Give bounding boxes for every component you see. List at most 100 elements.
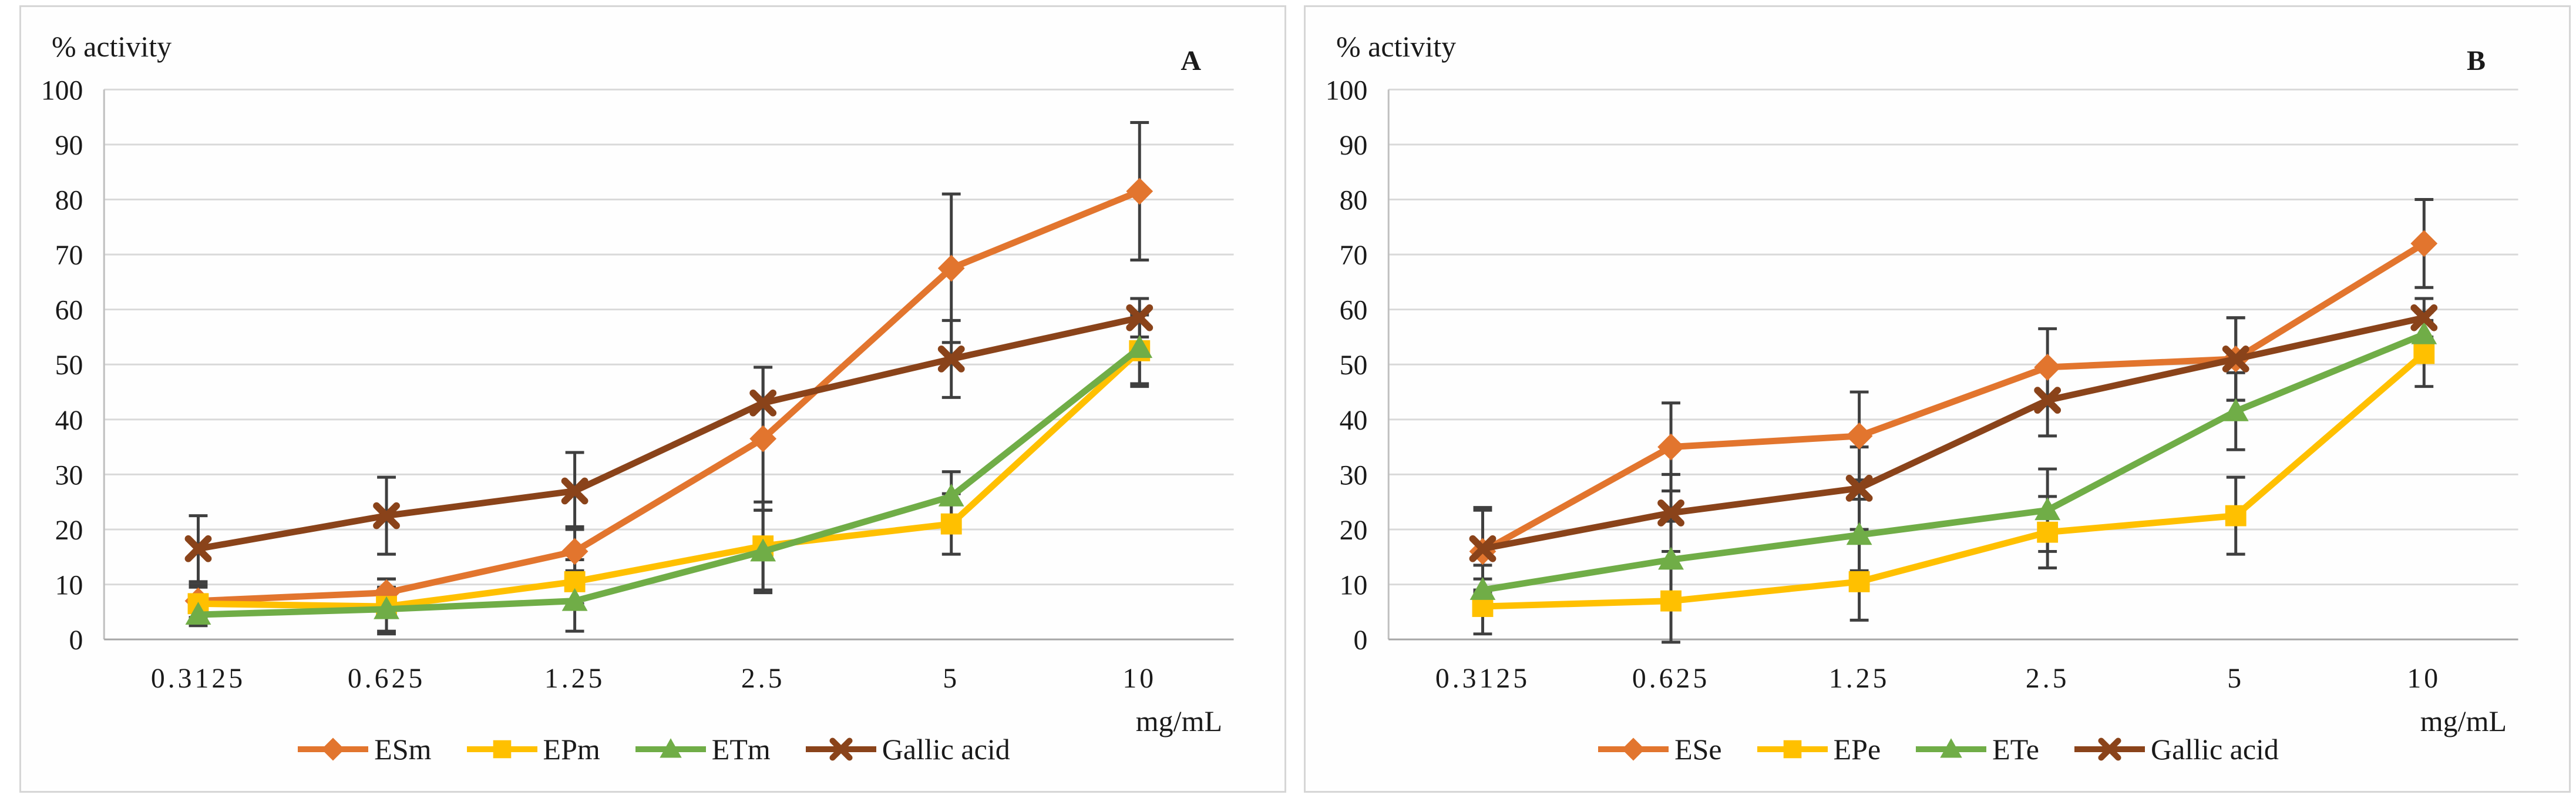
x-marker xyxy=(1469,535,1496,562)
diamond-marker xyxy=(2034,354,2062,381)
x-axis-unit: mg/mL xyxy=(1135,705,1222,737)
x-tick-label: 1.25 xyxy=(1829,663,1890,694)
y-tick-label: 70 xyxy=(55,240,83,271)
y-axis-title: % activity xyxy=(52,30,172,63)
square-marker xyxy=(940,513,962,535)
legend-item-gallic-acid: Gallic acid xyxy=(2072,732,2279,766)
axes xyxy=(103,89,1234,641)
axes xyxy=(1387,89,2518,641)
y-tick-label: 20 xyxy=(1340,515,1368,546)
y-axis-labels: 0 10 20 30 40 50 60 70 80 90 100 xyxy=(1326,75,1368,656)
series-ese xyxy=(1469,230,2438,565)
diamond-legend-icon xyxy=(298,737,369,761)
legend: ESe EPe ETe Gallic acid xyxy=(1306,732,2569,766)
legend-item-etm: ETm xyxy=(633,732,771,766)
x-marker xyxy=(749,389,777,417)
diamond-marker xyxy=(2410,230,2438,257)
y-tick-label: 20 xyxy=(55,515,83,546)
square-legend-icon xyxy=(466,740,537,759)
triangle-marker xyxy=(938,483,964,507)
y-tick-label: 100 xyxy=(1326,75,1368,106)
x-tick-label: 0.3125 xyxy=(151,663,246,694)
square-marker xyxy=(2413,343,2435,364)
x-tick-label: 1.25 xyxy=(544,663,606,694)
legend: ESm EPm ETm Gallic acid xyxy=(21,732,1284,766)
x-marker xyxy=(1126,304,1154,331)
series-gallic-acid xyxy=(184,304,1154,562)
triangle-marker xyxy=(660,738,682,758)
legend-item-gallic-acid: Gallic acid xyxy=(803,732,1010,766)
y-tick-label: 10 xyxy=(55,570,83,601)
x-marker xyxy=(2034,387,2062,414)
legend-item-ete: ETe xyxy=(1913,732,2039,766)
x-tick-label: 5 xyxy=(2227,663,2244,694)
panel-label: A xyxy=(1181,45,1201,76)
diamond-legend-icon xyxy=(1598,737,1669,761)
square-marker xyxy=(1783,740,1801,759)
y-tick-label: 70 xyxy=(1340,240,1368,271)
legend-label: Gallic acid xyxy=(882,733,1010,766)
y-tick-label: 30 xyxy=(55,460,83,491)
legend-item-esm: ESm xyxy=(295,732,432,766)
y-tick-label: 60 xyxy=(55,295,83,326)
x-tick-label: 10 xyxy=(1122,663,1156,694)
triangle-marker xyxy=(2034,497,2061,521)
legend-item-ese: ESe xyxy=(1596,732,1722,766)
x-marker xyxy=(1845,474,1873,502)
y-tick-label: 100 xyxy=(41,75,83,106)
x-marker xyxy=(2410,304,2438,331)
triangle-marker xyxy=(2222,398,2249,421)
legend-label: EPm xyxy=(543,733,600,766)
plot-area: 0 10 20 30 40 50 60 70 80 90 100 0.3125 0.625 1.25 2.5… xyxy=(1326,75,2518,694)
y-tick-label: 40 xyxy=(55,405,83,436)
y-axis-title: % activity xyxy=(1336,30,1457,63)
diamond-marker xyxy=(937,254,965,282)
y-tick-label: 80 xyxy=(1340,185,1368,216)
legend-label: ESe xyxy=(1674,733,1722,766)
diamond-marker xyxy=(1622,737,1645,761)
y-tick-label: 10 xyxy=(1340,570,1368,601)
x-marker xyxy=(2222,346,2249,373)
square-marker xyxy=(1848,571,1870,592)
panel-a: % activity A 0 10 20 30 40 50 60 70 80 90 100 0.312… xyxy=(19,5,1286,793)
diamond-marker xyxy=(1845,423,1873,450)
x-tick-label: 0.625 xyxy=(1632,663,1710,694)
triangle-marker xyxy=(1126,335,1153,358)
triangle-marker xyxy=(1658,546,1684,570)
triangle-marker xyxy=(185,602,211,625)
legend-label: ESm xyxy=(374,733,432,766)
x-legend-icon xyxy=(2074,737,2145,761)
y-axis-labels: 0 10 20 30 40 50 60 70 80 90 100 xyxy=(41,75,83,656)
triangle-legend-icon xyxy=(635,738,706,758)
x-marker xyxy=(184,535,212,562)
y-tick-label: 30 xyxy=(1340,460,1368,491)
series-etm xyxy=(185,335,1153,625)
diamond-marker xyxy=(1657,433,1684,461)
series-gallic-acid xyxy=(1469,304,2438,562)
error-bars xyxy=(1473,198,2434,644)
series-ete xyxy=(1469,321,2437,600)
x-marker xyxy=(1657,499,1684,527)
legend-label: ETe xyxy=(1992,733,2039,766)
triangle-marker xyxy=(1940,738,1962,758)
x-tick-label: 0.625 xyxy=(348,663,425,694)
series-epe xyxy=(1472,343,2435,617)
legend-item-epe: EPe xyxy=(1755,732,1881,766)
triangle-marker xyxy=(1846,522,1872,545)
gridlines xyxy=(1388,88,2518,586)
triangle-marker xyxy=(2411,321,2437,344)
y-tick-label: 50 xyxy=(55,350,83,381)
x-tick-label: 5 xyxy=(943,663,960,694)
y-tick-label: 0 xyxy=(69,625,83,656)
y-tick-label: 90 xyxy=(55,130,83,161)
triangle-marker xyxy=(750,538,776,562)
legend-label: EPe xyxy=(1833,733,1881,766)
square-marker xyxy=(493,740,511,759)
y-tick-label: 0 xyxy=(1353,625,1367,656)
square-legend-icon xyxy=(1757,740,1828,759)
x-legend-icon xyxy=(805,737,876,761)
triangle-marker xyxy=(561,588,588,611)
plot-area: 0 10 20 30 40 50 60 70 80 90 100 0.3125 0.625 1.25 2.5… xyxy=(41,75,1234,694)
y-tick-label: 50 xyxy=(1340,350,1368,381)
diamond-marker xyxy=(1126,177,1154,205)
